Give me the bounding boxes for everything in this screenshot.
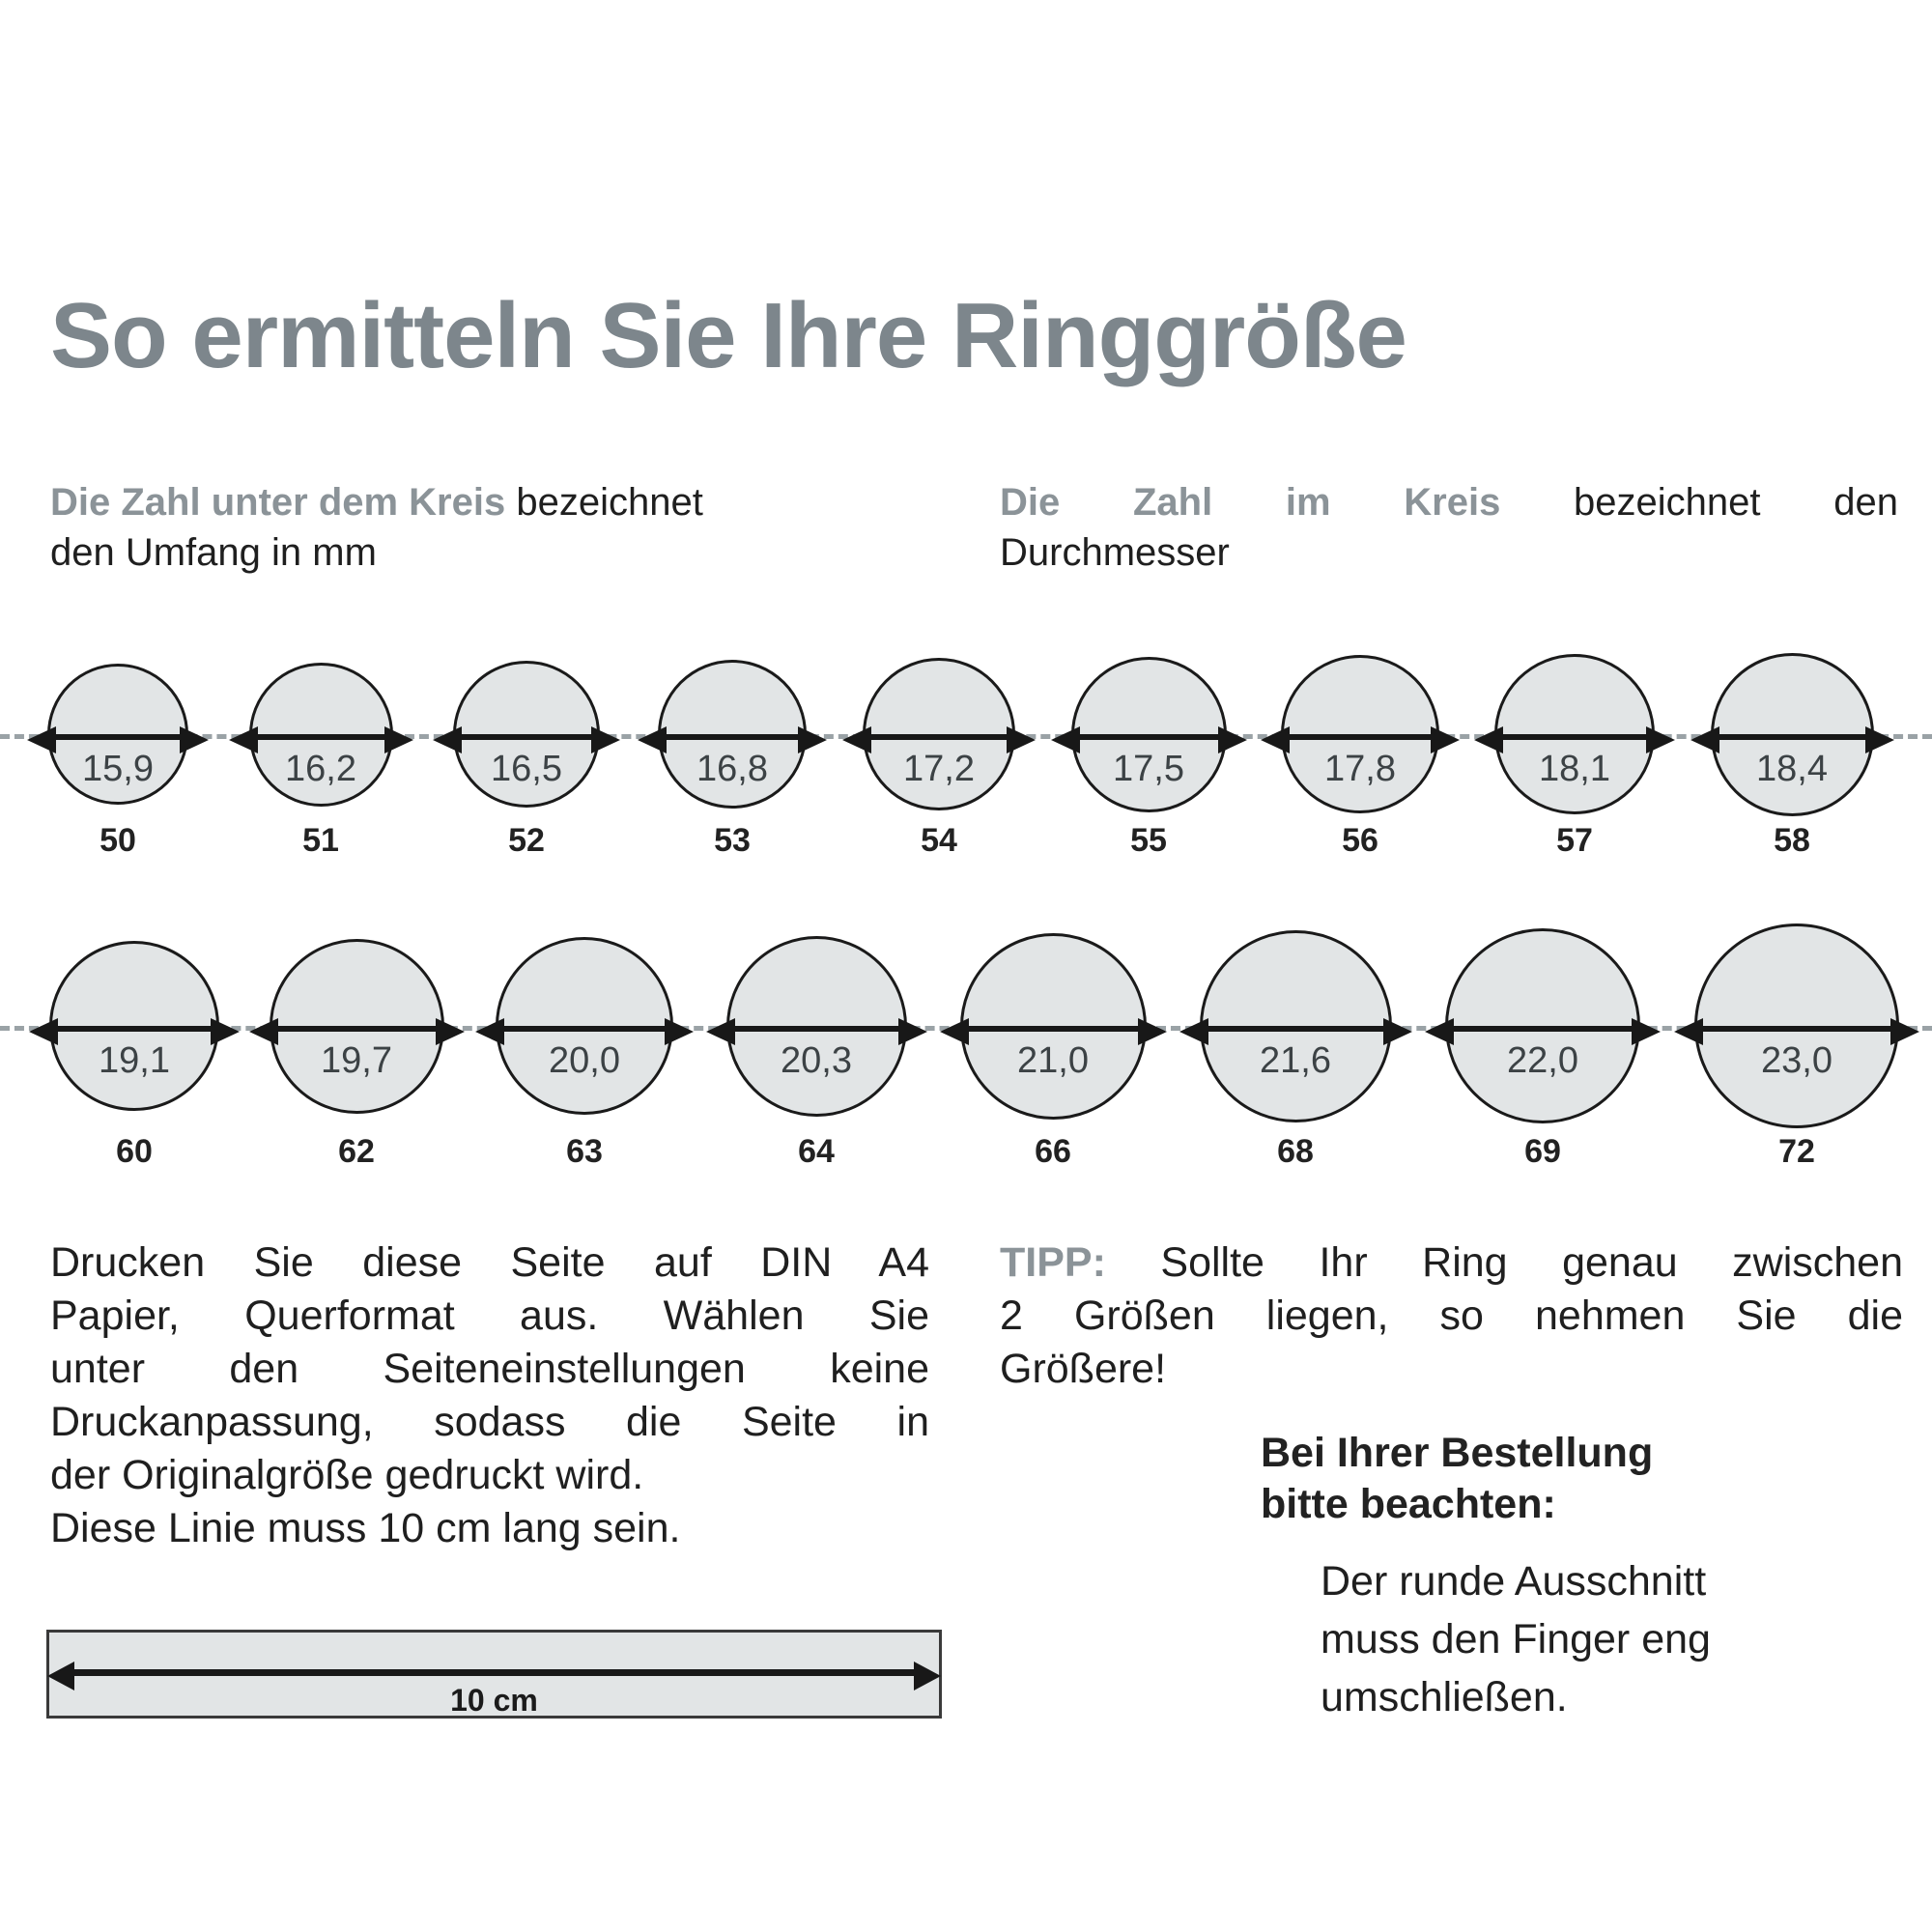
diameter-arrow-icon-53 — [638, 726, 827, 753]
legend-diameter: Die Zahl im Kreis bezeichnet den Durchme… — [1000, 477, 1898, 578]
order-note: Bei Ihrer Bestellung bitte beachten: Der… — [1261, 1428, 1903, 1726]
order-note-heading-1: Bei Ihrer Bestellung — [1261, 1430, 1654, 1476]
instruction-line-2: Papier, Querformat aus. Wählen Sie — [50, 1293, 929, 1340]
order-note-body: Der runde Ausschnitt muss den Finger eng… — [1321, 1552, 1903, 1727]
legend-circumference-line2: den Umfang in mm — [50, 531, 377, 574]
ring-size-label: 68 — [1277, 1133, 1314, 1170]
diameter-arrow-icon-51 — [228, 726, 413, 753]
ring-size-label: 53 — [714, 822, 751, 859]
instruction-line-4: Druckanpassung, sodass die Seite in — [50, 1399, 929, 1446]
ring-size-label: 64 — [798, 1133, 835, 1170]
instruction-line-5: der Originalgröße gedruckt wird. — [50, 1452, 644, 1499]
diameter-arrow-icon-63 — [475, 1018, 694, 1045]
legend-circumference: Die Zahl unter dem Kreis bezeichnet den … — [50, 477, 939, 578]
ring-size-label: 57 — [1556, 822, 1593, 859]
order-note-body-line-1: Der runde Ausschnitt — [1321, 1557, 1707, 1605]
order-note-body-line-2: muss den Finger eng — [1321, 1615, 1711, 1662]
legend-diameter-rest: bezeichnet den — [1500, 481, 1898, 524]
diameter-arrow-icon-50 — [27, 726, 209, 753]
diameter-arrow-icon-56 — [1261, 726, 1460, 753]
ring-diameter-label: 21,0 — [1017, 1040, 1089, 1081]
tip-line-3: Größere! — [1000, 1346, 1167, 1393]
ring-diameter-label: 22,0 — [1507, 1040, 1578, 1081]
tip-lead: TIPP: — [1000, 1239, 1106, 1286]
tip-line-1-rest: Sollte Ihr Ring genau zwischen — [1105, 1239, 1903, 1286]
ring-row-2: 19,1 60 19,7 62 20,0 63 20,3 64 21,0 66 21,6 68 22,0… — [0, 894, 1932, 1170]
instruction-line-1: Drucken Sie diese Seite auf DIN A4 — [50, 1239, 929, 1286]
ring-diameter-label: 16,2 — [285, 749, 356, 789]
instruction-line-3: unter den Seiteneinstellungen keine — [50, 1346, 929, 1393]
ring-diameter-label: 16,8 — [696, 749, 768, 789]
diameter-arrow-icon-62 — [248, 1018, 465, 1045]
ring-diameter-label: 18,4 — [1756, 749, 1828, 789]
legend-diameter-line2: Durchmesser — [1000, 531, 1230, 574]
ring-size-label: 54 — [921, 822, 957, 859]
diameter-arrow-icon-69 — [1425, 1018, 1661, 1045]
ring-diameter-label: 20,3 — [781, 1040, 852, 1081]
ring-diameter-label: 15,9 — [82, 749, 154, 789]
diameter-arrow-icon-72 — [1674, 1018, 1919, 1045]
ring-diameter-label: 19,7 — [321, 1040, 392, 1081]
ring-diameter-label: 19,1 — [99, 1040, 170, 1081]
ring-size-label: 66 — [1035, 1133, 1071, 1170]
ring-diameter-label: 17,5 — [1113, 749, 1184, 789]
diameter-arrow-icon-55 — [1050, 726, 1247, 753]
legend-circumference-rest: bezeichnet — [505, 481, 703, 524]
ring-diameter-label: 17,2 — [903, 749, 975, 789]
tip-line-2: 2 Größen liegen, so nehmen Sie die — [1000, 1293, 1903, 1340]
legend-diameter-line1: Die Zahl im Kreis bezeichnet den — [1000, 477, 1898, 527]
ring-size-label: 50 — [99, 822, 136, 859]
ring-size-label: 51 — [302, 822, 339, 859]
ring-diameter-label: 16,5 — [491, 749, 562, 789]
tip-line-1: TIPP: Sollte Ihr Ring genau zwischen — [1000, 1236, 1903, 1290]
ring-diameter-label: 20,0 — [549, 1040, 620, 1081]
diameter-arrow-icon-60 — [29, 1018, 240, 1045]
ruler-calibration-bar: 10 cm — [46, 1630, 942, 1719]
page-title: So ermitteln Sie Ihre Ringgröße — [50, 284, 1407, 387]
legend-diameter-lead: Die Zahl im Kreis — [1000, 481, 1501, 524]
ring-diameter-label: 17,8 — [1324, 749, 1396, 789]
diameter-arrow-icon-57 — [1474, 726, 1675, 753]
ring-size-label: 72 — [1778, 1133, 1815, 1170]
ring-size-label: 60 — [116, 1133, 153, 1170]
ruler-double-arrow-icon — [47, 1662, 941, 1690]
diameter-arrow-icon-68 — [1179, 1018, 1412, 1045]
legend-circumference-lead: Die Zahl unter dem Kreis — [50, 481, 506, 524]
tip-block: TIPP: Sollte Ihr Ring genau zwischen 2 G… — [1000, 1236, 1903, 1396]
order-note-body-line-3: umschließen. — [1321, 1674, 1568, 1720]
diameter-arrow-icon-58 — [1690, 726, 1894, 753]
order-note-heading-2: bitte beachten: — [1261, 1481, 1556, 1528]
ring-size-label: 63 — [566, 1133, 603, 1170]
instruction-line-6: Diese Linie muss 10 cm lang sein. — [50, 1505, 681, 1552]
print-instructions: Drucken Sie diese Seite auf DIN A4 Papie… — [50, 1236, 929, 1555]
ruler-length-label: 10 cm — [450, 1683, 538, 1718]
ring-size-label: 58 — [1774, 822, 1810, 859]
diameter-arrow-icon-66 — [939, 1018, 1167, 1045]
ring-size-label: 62 — [338, 1133, 375, 1170]
ring-diameter-label: 18,1 — [1539, 749, 1610, 789]
ring-size-label: 69 — [1524, 1133, 1561, 1170]
ring-row-1: 15,9 50 16,2 51 16,5 52 16,8 53 17,2 54 17,5 55 17,8… — [0, 613, 1932, 859]
diameter-arrow-icon-54 — [842, 726, 1036, 753]
ring-size-label: 56 — [1342, 822, 1378, 859]
ring-size-label: 55 — [1130, 822, 1167, 859]
diameter-arrow-icon-64 — [705, 1018, 927, 1045]
ring-size-label: 52 — [508, 822, 545, 859]
diameter-arrow-icon-52 — [433, 726, 620, 753]
ring-diameter-label: 21,6 — [1260, 1040, 1331, 1081]
ring-diameter-label: 23,0 — [1761, 1040, 1833, 1081]
